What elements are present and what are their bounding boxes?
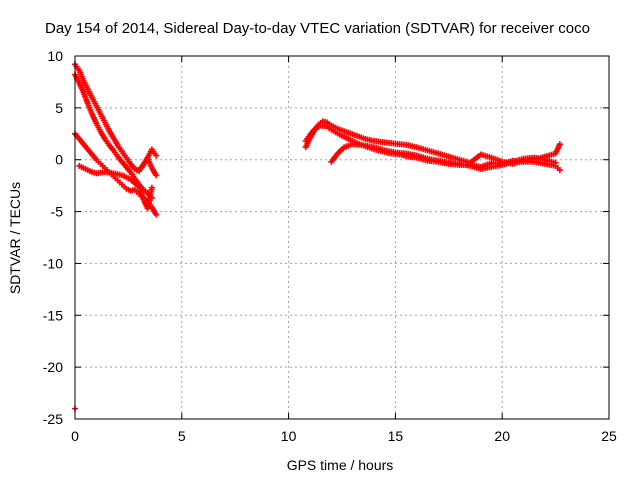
y-tick-label: 5 [55,100,63,116]
x-tick-label: 20 [494,428,510,444]
data-point [552,159,559,166]
data-point [153,211,160,218]
y-tick-label: 0 [55,152,63,168]
series-trace-f [302,118,563,167]
x-tick-label: 5 [178,428,186,444]
y-tick-label: -20 [43,359,63,375]
y-axis-label: SDTVAR / TECUs [7,182,23,294]
grid-lines [75,56,609,419]
y-tick-label: 10 [47,48,63,64]
x-tick-label: 15 [388,428,404,444]
data-point [153,172,160,179]
data-point [148,184,155,191]
x-axis-label: GPS time / hours [287,457,394,473]
y-tick-label: -15 [43,307,63,323]
series-trace-c [72,130,160,218]
series-trace-d [76,162,155,212]
y-tick-label: -5 [51,204,64,220]
data-points [72,61,563,412]
series-trace-e [136,146,160,174]
data-point [556,167,563,174]
x-tick-label: 0 [71,428,79,444]
series-trace-h [328,141,559,173]
data-point [153,152,160,159]
x-tick-label: 10 [281,428,297,444]
y-tick-label: -25 [43,411,63,427]
chart-title: Day 154 of 2014, Sidereal Day-to-day VTE… [45,20,590,37]
data-point [556,141,563,148]
y-tick-label: -10 [43,255,63,271]
plot-area-frame [74,55,610,420]
x-tick-label: 25 [601,428,617,444]
